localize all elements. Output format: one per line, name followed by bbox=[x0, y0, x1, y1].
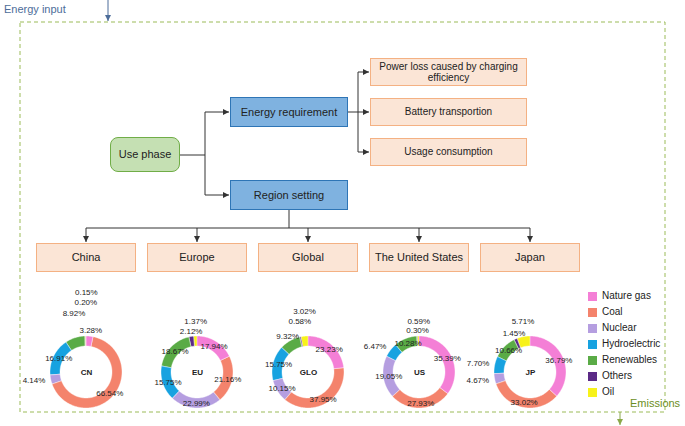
svg-text:19.05%: 19.05% bbox=[375, 372, 402, 381]
svg-text:35.39%: 35.39% bbox=[434, 354, 461, 363]
svg-text:8.92%: 8.92% bbox=[63, 309, 86, 318]
svg-text:3.28%: 3.28% bbox=[79, 326, 102, 335]
html-text:Renewables: Renewables bbox=[602, 354, 657, 365]
html-text:Power loss caused by charging: Power loss caused by charging efficiency bbox=[379, 60, 518, 83]
svg-text:6.47%: 6.47% bbox=[364, 342, 387, 351]
svg-text:4.14%: 4.14% bbox=[23, 376, 46, 385]
svg-text:66.54%: 66.54% bbox=[96, 389, 123, 398]
html-text:Oil: Oil bbox=[602, 386, 615, 397]
svg-text:37.95%: 37.95% bbox=[310, 395, 337, 404]
svg-text:33.02%: 33.02% bbox=[511, 398, 538, 407]
svg-text:EU: EU bbox=[192, 368, 203, 377]
html-text:Nuclear: Nuclear bbox=[602, 322, 637, 333]
svg-text:18.67%: 18.67% bbox=[162, 347, 189, 356]
svg-text:2.12%: 2.12% bbox=[180, 327, 203, 336]
svg-text:0.58%: 0.58% bbox=[288, 317, 311, 326]
html-text:Hydroelectric: Hydroelectric bbox=[602, 338, 661, 349]
html-text:Use phase: Use phase bbox=[118, 148, 172, 161]
html-text:The United States: The United States bbox=[375, 251, 463, 264]
svg-text:7.70%: 7.70% bbox=[467, 359, 490, 368]
html-text:China: China bbox=[71, 251, 101, 264]
svg-text:1.37%: 1.37% bbox=[184, 317, 207, 326]
svg-text:5.71%: 5.71% bbox=[512, 317, 535, 326]
svg-text:21.16%: 21.16% bbox=[214, 375, 241, 384]
html-text:Region setting: Region setting bbox=[253, 188, 325, 201]
svg-text:10.15%: 10.15% bbox=[268, 384, 295, 393]
svg-text:CN: CN bbox=[81, 368, 93, 377]
html-text:Energy requirement: Energy requirement bbox=[240, 105, 338, 118]
html-text:Global: Global bbox=[292, 251, 324, 264]
html-text:Others: Others bbox=[602, 370, 632, 381]
svg-text:0.20%: 0.20% bbox=[74, 298, 97, 307]
svg-text:JP: JP bbox=[526, 368, 536, 377]
svg-text:27.93%: 27.93% bbox=[407, 399, 434, 408]
html-text:Europe: Europe bbox=[179, 251, 215, 264]
svg-text:4.67%: 4.67% bbox=[466, 376, 489, 385]
svg-text:36.79%: 36.79% bbox=[545, 356, 572, 365]
svg-text:1.45%: 1.45% bbox=[503, 329, 526, 338]
html-text:Emissions: Emissions bbox=[630, 397, 681, 409]
html-text:Usage consumption: Usage consumption bbox=[404, 146, 493, 158]
svg-text:23.23%: 23.23% bbox=[316, 345, 343, 354]
svg-text:0.59%: 0.59% bbox=[407, 317, 430, 326]
svg-text:17.94%: 17.94% bbox=[200, 342, 227, 351]
svg-text:0.15%: 0.15% bbox=[75, 288, 98, 297]
html-text:Energy input: Energy input bbox=[4, 3, 66, 15]
html-text:Nature gas: Nature gas bbox=[602, 290, 651, 301]
svg-text:GLO: GLO bbox=[300, 368, 317, 377]
html-text:Battery transportion: Battery transportion bbox=[404, 106, 493, 118]
svg-text:15.75%: 15.75% bbox=[265, 360, 292, 369]
html-text:Japan: Japan bbox=[515, 251, 545, 264]
svg-text:16.91%: 16.91% bbox=[45, 354, 72, 363]
svg-text:3.02%: 3.02% bbox=[293, 307, 316, 316]
html-text:Coal: Coal bbox=[602, 306, 623, 317]
svg-text:15.75%: 15.75% bbox=[154, 378, 181, 387]
svg-text:9.32%: 9.32% bbox=[276, 332, 299, 341]
svg-text:22.99%: 22.99% bbox=[183, 399, 210, 408]
svg-text:0.30%: 0.30% bbox=[406, 326, 429, 335]
svg-text:10.28%: 10.28% bbox=[394, 339, 421, 348]
svg-text:10.66%: 10.66% bbox=[495, 346, 522, 355]
svg-text:US: US bbox=[414, 368, 426, 377]
